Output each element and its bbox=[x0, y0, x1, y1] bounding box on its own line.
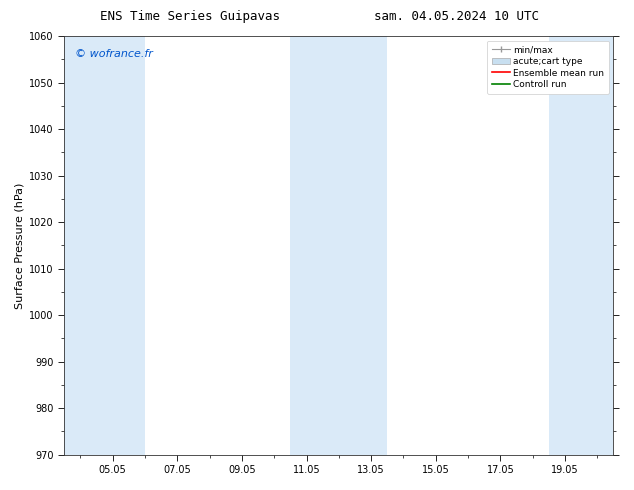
Text: © wofrance.fr: © wofrance.fr bbox=[75, 49, 153, 59]
Text: ENS Time Series Guipavas: ENS Time Series Guipavas bbox=[100, 10, 280, 23]
Text: sam. 04.05.2024 10 UTC: sam. 04.05.2024 10 UTC bbox=[374, 10, 539, 23]
Bar bbox=[549, 36, 614, 455]
Bar bbox=[64, 36, 145, 455]
Bar bbox=[290, 36, 387, 455]
Legend: min/max, acute;cart type, Ensemble mean run, Controll run: min/max, acute;cart type, Ensemble mean … bbox=[488, 41, 609, 94]
Y-axis label: Surface Pressure (hPa): Surface Pressure (hPa) bbox=[15, 182, 25, 309]
